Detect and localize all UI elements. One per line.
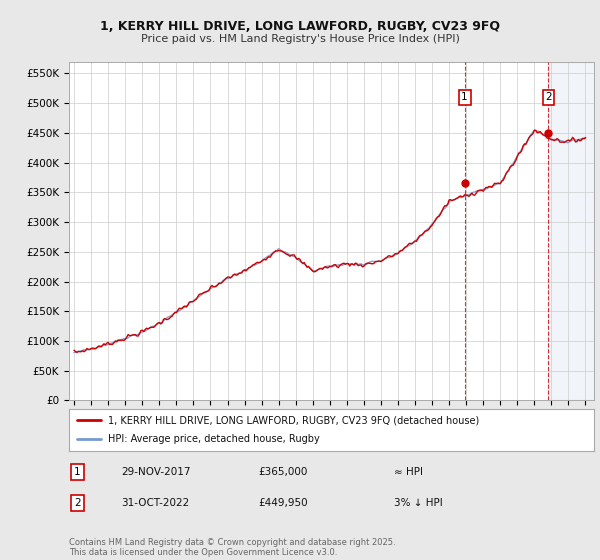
- Text: Price paid vs. HM Land Registry's House Price Index (HPI): Price paid vs. HM Land Registry's House …: [140, 34, 460, 44]
- Text: ≈ HPI: ≈ HPI: [395, 467, 424, 477]
- Text: HPI: Average price, detached house, Rugby: HPI: Average price, detached house, Rugb…: [109, 435, 320, 445]
- Text: 2: 2: [74, 498, 81, 507]
- Bar: [548, 62, 594, 400]
- Text: £449,950: £449,950: [258, 498, 308, 507]
- Text: 1, KERRY HILL DRIVE, LONG LAWFORD, RUGBY, CV23 9FQ (detached house): 1, KERRY HILL DRIVE, LONG LAWFORD, RUGBY…: [109, 415, 479, 425]
- Text: £365,000: £365,000: [258, 467, 307, 477]
- Text: 1: 1: [461, 92, 468, 102]
- Text: 2: 2: [545, 92, 552, 102]
- Text: 1: 1: [74, 467, 81, 477]
- Text: 3% ↓ HPI: 3% ↓ HPI: [395, 498, 443, 507]
- Text: 31-OCT-2022: 31-OCT-2022: [121, 498, 190, 507]
- Text: Contains HM Land Registry data © Crown copyright and database right 2025.
This d: Contains HM Land Registry data © Crown c…: [69, 538, 395, 557]
- Text: 1, KERRY HILL DRIVE, LONG LAWFORD, RUGBY, CV23 9FQ: 1, KERRY HILL DRIVE, LONG LAWFORD, RUGBY…: [100, 20, 500, 32]
- Text: 29-NOV-2017: 29-NOV-2017: [121, 467, 191, 477]
